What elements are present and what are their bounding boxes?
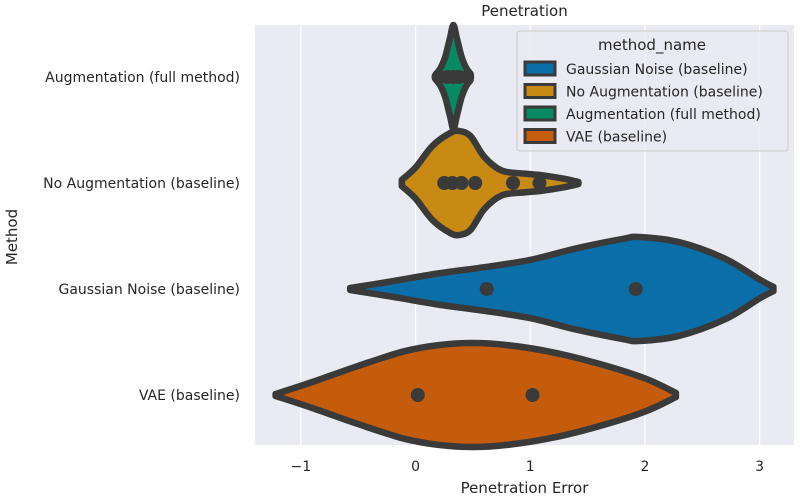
x-tick-label: −1 [291, 459, 312, 475]
legend-swatch [523, 105, 557, 122]
violin-point [628, 282, 643, 296]
legend-items: Gaussian Noise (baseline) No Augmentation… [523, 60, 763, 146]
legend-label: Gaussian Noise (baseline) [566, 62, 748, 78]
violin-point [479, 282, 494, 296]
y-tick-labels: Augmentation (full method) No Augmentatio… [43, 70, 240, 404]
x-tick-label: 0 [411, 459, 420, 475]
y-axis-label: Method [3, 209, 21, 265]
violin-point [468, 176, 483, 190]
violin-point [532, 176, 547, 190]
legend-swatch [523, 83, 557, 99]
legend-label: Augmentation (full method) [566, 107, 761, 123]
x-axis-label: Penetration Error [461, 479, 590, 497]
chart-title: Penetration [481, 2, 567, 20]
legend: method_name Gaussian Noise (baseline) No … [516, 30, 789, 152]
violin-point [506, 176, 521, 190]
violin-body [346, 233, 777, 345]
violin-body [272, 339, 680, 451]
y-tick-label: VAE (baseline) [139, 388, 240, 404]
violin-point [525, 388, 540, 402]
x-tick-labels: −1 0 1 2 3 [291, 459, 765, 475]
violins [272, 21, 777, 451]
legend-swatch [523, 128, 557, 144]
x-tick-label: 3 [755, 459, 764, 475]
x-tick-label: 1 [526, 459, 535, 475]
y-tick-label: No Augmentation (baseline) [43, 176, 240, 192]
violin-point [454, 176, 469, 190]
legend-title: method_name [598, 36, 706, 55]
legend-label: No Augmentation (baseline) [566, 85, 763, 101]
y-tick-label: Gaussian Noise (baseline) [58, 282, 240, 298]
legend-swatch [523, 60, 557, 77]
violin-point [460, 70, 475, 84]
violin-body [398, 127, 582, 239]
legend-frame [516, 30, 789, 152]
x-tick-label: 2 [640, 459, 649, 475]
y-tick-label: Augmentation (full method) [45, 70, 240, 86]
legend-label: VAE (baseline) [566, 130, 667, 146]
violin-point [410, 388, 425, 402]
